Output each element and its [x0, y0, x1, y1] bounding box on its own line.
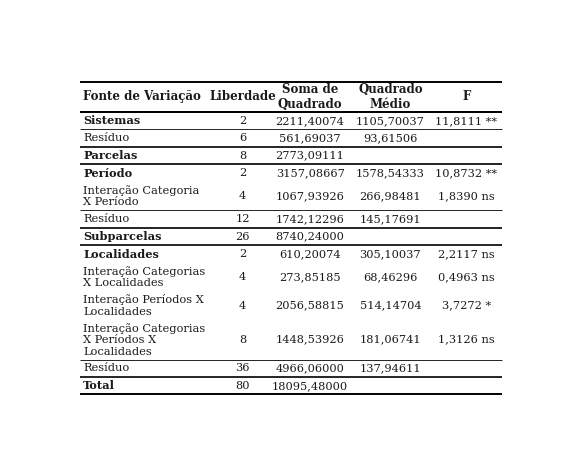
Text: Interação Categoria
X Período: Interação Categoria X Período	[83, 185, 200, 207]
Text: 1578,54333: 1578,54333	[356, 168, 425, 178]
Text: Sistemas: Sistemas	[83, 115, 140, 126]
Text: 1742,12296: 1742,12296	[275, 214, 345, 224]
Text: Período: Período	[83, 168, 132, 179]
Text: 8: 8	[239, 335, 246, 345]
Text: 6: 6	[239, 133, 246, 143]
Text: 1,8390 ns: 1,8390 ns	[438, 191, 495, 201]
Text: 4966,06000: 4966,06000	[275, 363, 345, 373]
Text: 305,10037: 305,10037	[360, 249, 421, 259]
Text: 11,8111 **: 11,8111 **	[436, 116, 498, 126]
Text: Resíduo: Resíduo	[83, 133, 130, 143]
Text: 2056,58815: 2056,58815	[275, 301, 345, 311]
Text: 36: 36	[235, 363, 250, 373]
Text: 93,61506: 93,61506	[363, 133, 417, 143]
Text: 10,8732 **: 10,8732 **	[436, 168, 498, 178]
Text: 12: 12	[235, 214, 250, 224]
Text: Fonte de Variação: Fonte de Variação	[83, 91, 201, 103]
Text: 26: 26	[235, 231, 250, 242]
Text: 2: 2	[239, 249, 246, 259]
Text: 1448,53926: 1448,53926	[275, 335, 345, 345]
Text: 145,17691: 145,17691	[360, 214, 421, 224]
Text: Interação Categorias
X Localidades: Interação Categorias X Localidades	[83, 266, 206, 288]
Text: 0,4963 ns: 0,4963 ns	[438, 272, 495, 282]
Text: Quadrado
Médio: Quadrado Médio	[358, 83, 423, 111]
Text: 18095,48000: 18095,48000	[272, 381, 348, 391]
Text: Parcelas: Parcelas	[83, 150, 137, 161]
Text: 3,7272 *: 3,7272 *	[442, 301, 491, 311]
Text: 80: 80	[235, 381, 250, 391]
Text: 1067,93926: 1067,93926	[275, 191, 345, 201]
Text: 181,06741: 181,06741	[360, 335, 421, 345]
Text: 1,3126 ns: 1,3126 ns	[438, 335, 495, 345]
Text: Liberdade: Liberdade	[209, 91, 276, 103]
Text: Resíduo: Resíduo	[83, 363, 130, 373]
Text: 8: 8	[239, 151, 246, 161]
Text: 4: 4	[239, 191, 246, 201]
Text: 68,46296: 68,46296	[363, 272, 417, 282]
Text: 2: 2	[239, 168, 246, 178]
Text: Subparcelas: Subparcelas	[83, 231, 162, 242]
Text: 2,2117 ns: 2,2117 ns	[438, 249, 495, 259]
Text: Localidades: Localidades	[83, 249, 159, 259]
Text: 1105,70037: 1105,70037	[356, 116, 425, 126]
Text: 514,14704: 514,14704	[360, 301, 421, 311]
Text: 3157,08667: 3157,08667	[275, 168, 345, 178]
Text: 137,94611: 137,94611	[360, 363, 421, 373]
Text: 4: 4	[239, 301, 246, 311]
Text: Interação Categorias
X Períodos X
Localidades: Interação Categorias X Períodos X Locali…	[83, 322, 206, 357]
Text: 2: 2	[239, 116, 246, 126]
Text: 266,98481: 266,98481	[360, 191, 421, 201]
Text: 561,69037: 561,69037	[279, 133, 341, 143]
Text: F: F	[462, 91, 471, 103]
Text: Total: Total	[83, 380, 115, 391]
Text: Interação Períodos X
Localidades: Interação Períodos X Localidades	[83, 295, 204, 317]
Text: 8740,24000: 8740,24000	[275, 231, 345, 242]
Text: 273,85185: 273,85185	[279, 272, 341, 282]
Text: Resíduo: Resíduo	[83, 214, 130, 224]
Text: 610,20074: 610,20074	[279, 249, 341, 259]
Text: Soma de
Quadrado: Soma de Quadrado	[278, 83, 343, 111]
Text: 2211,40074: 2211,40074	[275, 116, 345, 126]
Text: 2773,09111: 2773,09111	[275, 151, 345, 161]
Text: 4: 4	[239, 272, 246, 282]
